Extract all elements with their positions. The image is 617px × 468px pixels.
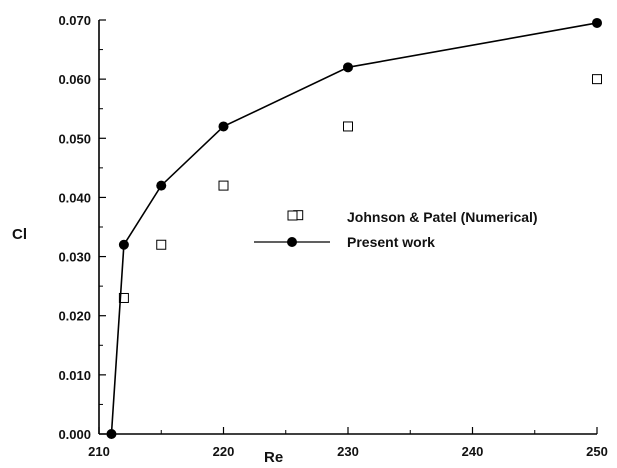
x-tick-label: 210	[88, 444, 110, 459]
legend-item-johnson-patel: Johnson & Patel (Numerical)	[287, 209, 538, 225]
x-tick-label: 220	[213, 444, 235, 459]
y-tick-label: 0.070	[58, 13, 91, 28]
x-tick-label: 230	[337, 444, 359, 459]
x-ticks: 210 220 230 240 250	[88, 427, 608, 459]
legend: Johnson & Patel (Numerical) Present work	[254, 209, 538, 250]
legend-label-present-work: Present work	[347, 234, 435, 250]
series-layer	[106, 17, 602, 439]
y-axis-label: Cl	[12, 226, 27, 243]
y-tick-label: 0.010	[58, 368, 91, 383]
legend-marker-open-square	[287, 210, 298, 221]
data-point-open-square	[156, 239, 167, 250]
data-point-filled-circle	[218, 121, 229, 132]
legend-item-present-work: Present work	[254, 234, 435, 250]
y-ticks: 0.000 0.010 0.020 0.030 0.040 0.050 0.060 0.070	[58, 13, 106, 442]
series-present-work	[106, 17, 602, 439]
data-point-open-square	[218, 180, 229, 191]
data-point-open-square	[118, 292, 129, 303]
data-point-filled-circle	[106, 429, 117, 439]
y-tick-label: 0.040	[58, 190, 91, 205]
y-tick-label: 0.000	[58, 427, 91, 442]
plot-area: 210 220 230 240 250 0.000 0.010 0.020 0.030 0.04…	[58, 13, 607, 459]
y-tick-label: 0.020	[58, 309, 91, 324]
data-point-filled-circle	[592, 17, 602, 28]
data-point-filled-circle	[343, 62, 353, 73]
legend-label-johnson-patel: Johnson & Patel (Numerical)	[347, 209, 538, 225]
series-johnson-patel	[118, 74, 602, 303]
x-tick-label: 250	[586, 444, 608, 459]
series-line	[110, 22, 598, 435]
x-tick-label: 240	[462, 444, 484, 459]
y-tick-label: 0.030	[58, 250, 91, 265]
x-axis-label: Re	[264, 449, 283, 466]
y-tick-label: 0.060	[58, 72, 91, 87]
data-point-open-square	[343, 121, 353, 132]
data-point-filled-circle	[118, 239, 129, 250]
y-tick-label: 0.050	[58, 131, 91, 146]
legend-marker-filled-circle	[287, 237, 297, 247]
data-point-filled-circle	[156, 180, 167, 191]
data-point-open-square	[592, 74, 602, 85]
